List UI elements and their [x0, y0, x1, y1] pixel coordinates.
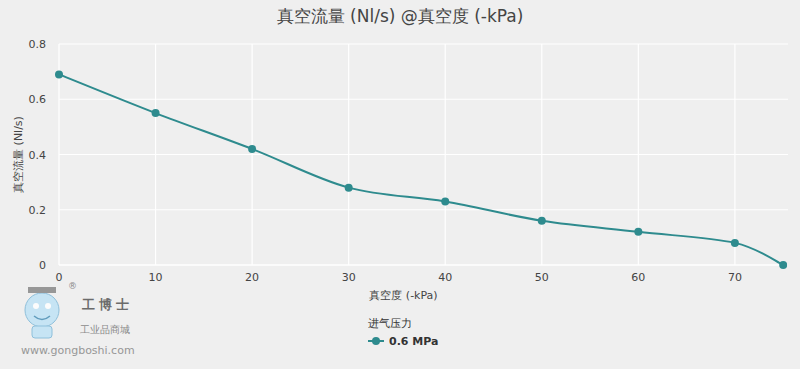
data-point — [248, 145, 256, 153]
data-point — [538, 217, 546, 225]
x-axis-label: 真空度 (-kPa) — [369, 289, 437, 302]
y-tick-label: 0.2 — [29, 204, 47, 217]
x-axis — [59, 264, 788, 265]
data-point — [779, 261, 787, 269]
y-tick-label: 0.8 — [29, 38, 47, 51]
data-point — [55, 70, 63, 78]
grid-line — [348, 44, 349, 265]
x-tick-label: 30 — [342, 271, 356, 284]
data-point — [152, 109, 160, 117]
plot-area — [55, 70, 787, 269]
background — [0, 0, 800, 369]
logo — [33, 303, 39, 309]
x-tick-label: 0 — [56, 271, 63, 284]
x-tick-label: 10 — [149, 271, 163, 284]
legend-label: 0.6 MPa — [389, 335, 438, 348]
data-point — [441, 197, 449, 205]
data-point — [345, 184, 353, 192]
grid-line — [59, 264, 788, 265]
logo — [25, 293, 59, 327]
chart: 0 0.2 0.4 0.6 0.8 0 10 20 30 40 50 60 70 真空流量 (Nl/s) … — [0, 0, 800, 369]
x-tick-label: 70 — [728, 271, 742, 284]
x-tick-label: 40 — [438, 271, 452, 284]
grid-line — [734, 44, 735, 265]
watermark-text: ® — [68, 281, 77, 291]
grid-line — [59, 99, 788, 100]
grid-line — [252, 44, 253, 265]
grid-line — [541, 44, 542, 265]
grid-line — [59, 43, 788, 44]
data-point — [731, 239, 739, 247]
watermark: 工博士工业品商城 www.gongboshi.com ® — [21, 281, 135, 357]
logo — [28, 287, 56, 293]
grid-line — [59, 209, 788, 210]
logo — [32, 326, 52, 338]
watermark-text: www.gongboshi.com — [21, 344, 135, 357]
grid-line — [59, 154, 788, 155]
y-tick-label: 0.4 — [29, 149, 47, 162]
logo — [45, 303, 51, 309]
x-tick-label: 60 — [631, 271, 645, 284]
y-axis-label: 真空流量 (Nl/s) — [12, 116, 25, 193]
series-line — [59, 74, 783, 265]
legend-title: 进气压力 — [368, 317, 412, 330]
x-tick-label: 50 — [535, 271, 549, 284]
title: 真空流量 (Nl/s) @真空度 (-kPa) — [277, 6, 524, 26]
watermark-text: 工业品商城 — [80, 324, 130, 335]
grid-line — [155, 44, 156, 265]
legend-marker — [372, 337, 380, 345]
data-point — [634, 228, 642, 236]
x-tick-label: 20 — [245, 271, 259, 284]
y-tick-label: 0 — [39, 259, 46, 272]
logo — [34, 316, 50, 320]
grid-line — [445, 44, 446, 265]
y-tick-label: 0.6 — [29, 93, 47, 106]
watermark-text: 工博士 — [81, 297, 133, 312]
